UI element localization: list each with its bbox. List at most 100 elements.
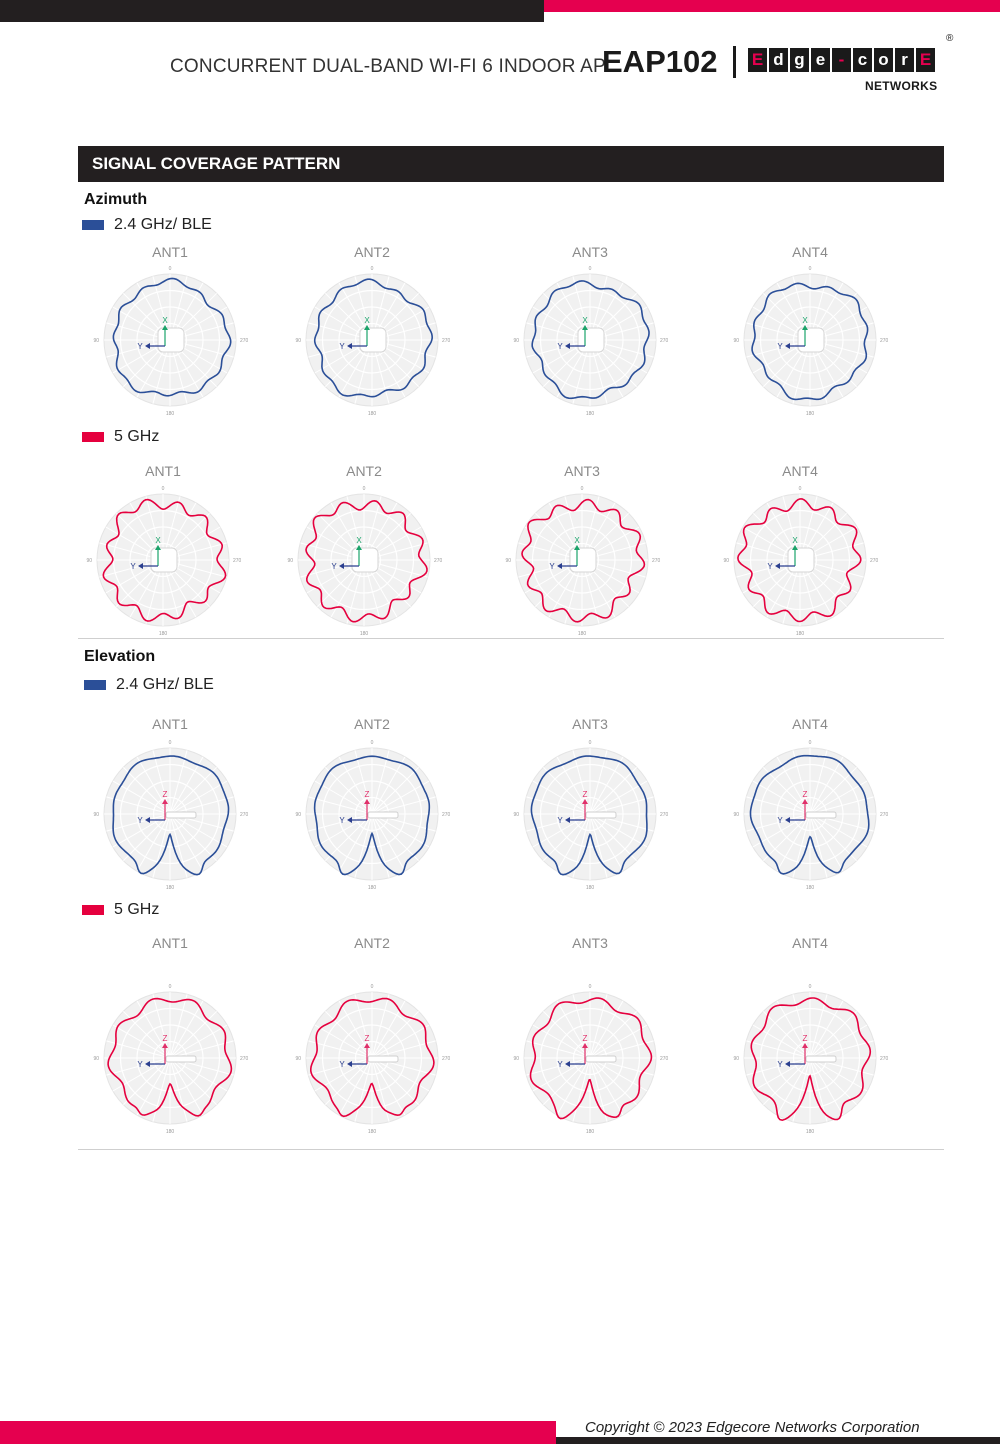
- antenna-label: ANT2: [354, 244, 390, 260]
- polar-grid-spoke: [371, 813, 430, 848]
- legend-label: 5 GHz: [114, 428, 160, 445]
- polar-tick-label: 90: [295, 812, 301, 818]
- polar-grid-spoke: [809, 813, 868, 848]
- polar-grid-spoke: [314, 780, 373, 815]
- polar-grid-spoke: [338, 813, 373, 872]
- polar-tick-label: 270: [660, 338, 668, 344]
- polar-tick-label: 0: [589, 266, 592, 272]
- polar-grid-spoke: [589, 813, 638, 862]
- access-point-device-icon: [577, 327, 605, 353]
- antenna-label: ANT4: [792, 244, 828, 260]
- polar-tick-label: 270: [660, 812, 668, 818]
- antenna-label: ANT2: [354, 716, 390, 732]
- elevation-legend-24ghz: 2.4 GHz/ BLE: [84, 676, 214, 694]
- polar-tick-label: 180: [806, 885, 815, 891]
- polar-grid-spoke: [762, 813, 811, 862]
- radiation-pattern-curve: [313, 755, 431, 876]
- logo-letter: r: [895, 48, 914, 72]
- legend-swatch-blue: [84, 680, 106, 690]
- polar-tick-label: 270: [880, 338, 888, 344]
- polar-tick-label: 180: [166, 1129, 175, 1135]
- arrow-head-icon: [339, 563, 344, 569]
- arrow-head-icon: [347, 343, 352, 349]
- axis-label: Y: [777, 342, 783, 351]
- axis-label: Z: [365, 1034, 370, 1043]
- polar-grid-spoke: [809, 1010, 858, 1059]
- axis-label: X: [802, 316, 808, 325]
- polar-grid-spoke: [556, 1057, 591, 1116]
- arrow-head-icon: [364, 325, 370, 330]
- polar-tick-label: 0: [589, 984, 592, 990]
- polar-grid-spoke: [809, 994, 828, 1059]
- polar-grid-spoke: [762, 766, 811, 815]
- polar-grid-spoke: [169, 813, 204, 872]
- polar-grid-spoke: [589, 766, 638, 815]
- arrow-head-icon: [582, 1043, 588, 1048]
- arrow-head-icon: [792, 545, 798, 550]
- arrow-head-icon: [802, 1043, 808, 1048]
- axis-label: X: [356, 536, 362, 545]
- bottom-accent-bar-dark: [556, 1437, 1000, 1444]
- polar-tick-label: 180: [586, 1129, 595, 1135]
- header-divider: [733, 46, 736, 78]
- polar-grid-spoke: [589, 1057, 648, 1092]
- polar-grid-spoke: [809, 796, 874, 815]
- antenna-label: ANT3: [564, 463, 600, 479]
- arrow-head-icon: [347, 1061, 352, 1067]
- polar-grid-spoke: [371, 994, 390, 1059]
- polar-tick-label: 90: [505, 558, 511, 564]
- axis-label: X: [162, 316, 168, 325]
- polar-tick-label: 180: [166, 885, 175, 891]
- polar-grid-spoke: [354, 1057, 373, 1122]
- polar-grid-spoke: [112, 780, 171, 815]
- polar-tick-label: 0: [371, 740, 374, 746]
- polar-grid-spoke: [169, 1057, 218, 1106]
- radiation-pattern-curve: [750, 997, 872, 1122]
- access-point-device-icon: [157, 327, 185, 353]
- arrow-head-icon: [356, 545, 362, 550]
- polar-tick-label: 0: [169, 266, 172, 272]
- arrow-head-icon: [557, 563, 562, 569]
- polar-grid-spoke: [589, 1010, 638, 1059]
- antenna-label: ANT2: [346, 463, 382, 479]
- polar-tick-label: 270: [442, 1056, 450, 1062]
- polar-tick-label: 90: [733, 338, 739, 344]
- polar-grid-spoke: [169, 766, 218, 815]
- arrow-head-icon: [802, 325, 808, 330]
- polar-grid-spoke: [809, 1040, 874, 1059]
- registered-mark: ®: [946, 33, 954, 44]
- polar-grid-spoke: [542, 766, 591, 815]
- axis-label: X: [792, 536, 798, 545]
- polar-pattern-plot: 0 90 270 180 Z Y: [733, 984, 888, 1135]
- polar-tick-label: 0: [799, 486, 802, 492]
- axis-label: Z: [163, 1034, 168, 1043]
- polar-tick-label: 90: [287, 558, 293, 564]
- arrow-head-icon: [347, 817, 352, 823]
- polar-pattern-plot: 0 90 270 180 Z Y: [295, 740, 450, 891]
- polar-grid-spoke: [809, 1057, 844, 1116]
- polar-grid-spoke: [324, 1010, 373, 1059]
- polar-tick-label: 0: [371, 266, 374, 272]
- polar-grid-spoke: [589, 1000, 624, 1059]
- arrow-head-icon: [145, 343, 150, 349]
- polar-grid-spoke: [776, 1057, 811, 1116]
- polar-tick-label: 270: [652, 558, 660, 564]
- polar-tick-label: 90: [513, 812, 519, 818]
- arrow-head-icon: [565, 343, 570, 349]
- polar-grid-spoke: [809, 1057, 858, 1106]
- polar-tick-label: 90: [93, 338, 99, 344]
- antenna-label: ANT4: [782, 463, 818, 479]
- edgecore-logo: E d g e - c o r E: [748, 48, 935, 72]
- axis-label: Z: [365, 790, 370, 799]
- polar-tick-label: 180: [368, 1129, 377, 1135]
- polar-grid-spoke: [809, 766, 858, 815]
- antenna-label: ANT3: [572, 244, 608, 260]
- polar-grid-spoke: [371, 766, 420, 815]
- radiation-pattern-curve: [107, 997, 233, 1117]
- polar-grid-spoke: [589, 1057, 624, 1116]
- azimuth-legend-24ghz: 2.4 GHz/ BLE: [82, 216, 212, 234]
- polar-tick-label: 180: [166, 411, 175, 417]
- polar-grid-spoke: [526, 813, 591, 832]
- arrow-head-icon: [574, 545, 580, 550]
- polar-tick-label: 180: [586, 885, 595, 891]
